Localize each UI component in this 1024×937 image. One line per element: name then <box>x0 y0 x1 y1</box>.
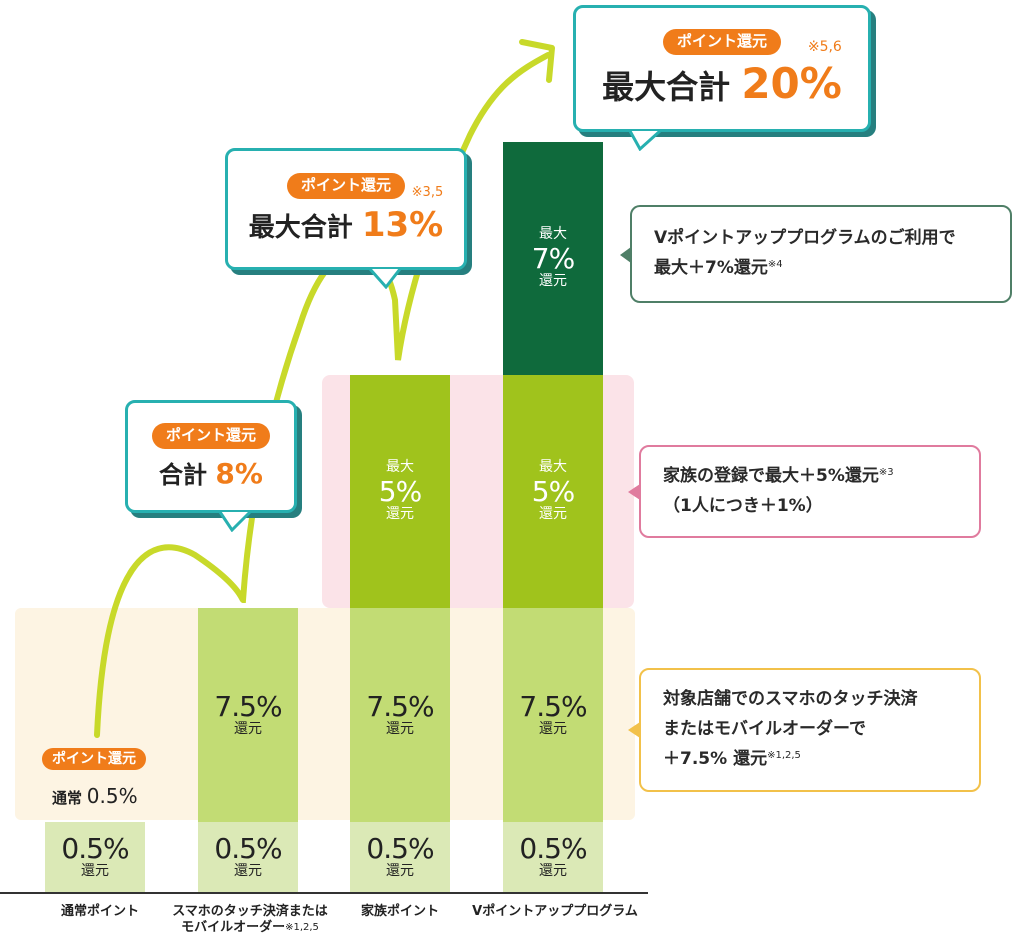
bubble-total-13: ポイント還元 最大合計 13% ※3,5 <box>225 148 467 270</box>
callout-vpoint-line2-wrap: 最大＋7%還元※4 <box>654 254 988 284</box>
bar-segment-unit: 還元 <box>539 273 567 290</box>
bubble-3-prefix: 最大合計 <box>602 67 731 106</box>
callout-family: 家族の登録で最大＋5%還元※3 （1人につき＋1%） <box>639 445 981 538</box>
callout-touch-pointer <box>628 722 640 738</box>
callout-family-pointer <box>628 484 640 500</box>
category-label-touch-line2-wrap: モバイルオーダー※1,2,5 <box>160 920 340 936</box>
callout-vpoint: Vポイントアッププログラムのご利用で 最大＋7%還元※4 <box>630 205 1012 303</box>
bubble-1-pill: ポイント還元 <box>151 423 270 449</box>
bubble-2-prefix: 最大合計 <box>248 212 353 243</box>
bar-segment-unit: 還元 <box>386 506 414 523</box>
bar-segment-value: 5% <box>378 474 422 508</box>
bar-segment-prefix: 最大 <box>539 459 567 476</box>
normal-label-value: 0.5% <box>86 784 138 808</box>
category-label-touch: スマホのタッチ決済または モバイルオーダー※1,2,5 <box>160 904 340 937</box>
category-label-normal: 通常ポイント <box>60 904 139 919</box>
bar-segment-value: 7% <box>531 241 575 275</box>
bubble-2-tail <box>368 268 402 289</box>
bar-segment-unit: 還元 <box>386 862 414 879</box>
bar-segment-prefix: 最大 <box>539 226 567 243</box>
callout-vpoint-line2: 最大＋7%還元 <box>654 258 768 278</box>
bar-segment-unit: 還元 <box>539 862 567 879</box>
bar-segment-value: 0.5% <box>366 831 434 865</box>
bubble-2-total: 最大合計 13% ※3,5 <box>248 185 444 245</box>
bar-segment: 7.5% 還元 <box>198 608 298 822</box>
bubble-3-value: 20% <box>741 58 842 108</box>
bar-segment-value: 7.5% <box>366 689 434 723</box>
bar-segment-value: 0.5% <box>214 831 282 865</box>
category-label-vpoint: Vポイントアッププログラム <box>472 904 638 919</box>
bubble-total-20: ポイント還元 最大合計 20% ※5,6 <box>573 5 871 132</box>
callout-touch-line3-wrap: ＋7.5% 還元※1,2,5 <box>663 745 957 775</box>
bubble-3-note: ※5,6 <box>807 38 842 55</box>
callout-touch: 対象店舗でのスマホのタッチ決済 またはモバイルオーダーで ＋7.5% 還元※1,… <box>639 668 981 792</box>
callout-family-line1-wrap: 家族の登録で最大＋5%還元※3 <box>663 462 957 492</box>
bubble-3-total: 最大合計 20% ※5,6 <box>602 39 842 108</box>
bar-segment-prefix: 最大 <box>386 459 414 476</box>
callout-touch-line3: ＋7.5% 還元 <box>663 748 768 769</box>
bubble-1-tail <box>218 510 252 532</box>
bubble-2-note: ※3,5 <box>411 184 444 200</box>
bar-segment-unit: 還元 <box>81 862 109 879</box>
bar-segment: 7.5% 還元 <box>350 608 450 822</box>
bar-segment: 最大 7% 還元 <box>503 142 603 375</box>
bar-segment-value: 0.5% <box>519 831 587 865</box>
bar-segment-value: 7.5% <box>214 689 282 723</box>
bar-segment-value: 7.5% <box>519 689 587 723</box>
bar-segment: 最大 5% 還元 <box>350 375 450 608</box>
callout-family-line2: （1人につき＋1%） <box>663 495 823 516</box>
category-label-family: 家族ポイント <box>360 904 439 919</box>
bar-segment: 7.5% 還元 <box>503 608 603 822</box>
callout-touch-line2: またはモバイルオーダーで <box>663 719 866 740</box>
normal-label: 通常 0.5% <box>52 784 138 808</box>
bar-segment-unit: 還元 <box>234 720 262 737</box>
callout-touch-line1: 対象店舗でのスマホのタッチ決済 <box>663 689 918 710</box>
bubble-1-total: 合計 8% <box>159 455 263 490</box>
bar-segment-value: 0.5% <box>61 831 129 865</box>
bubble-2-value: 13% <box>361 204 444 245</box>
bar-segment: 0.5% 還元 <box>350 822 450 892</box>
growth-arrow-head <box>519 39 555 83</box>
normal-pill: ポイント還元 <box>42 748 146 771</box>
callout-vpoint-note: ※4 <box>767 259 783 270</box>
bar-segment-unit: 還元 <box>386 720 414 737</box>
bar-segment: 0.5% 還元 <box>45 822 145 892</box>
bar-segment: 0.5% 還元 <box>198 822 298 892</box>
bar-segment-unit: 還元 <box>234 862 262 879</box>
callout-touch-note: ※1,2,5 <box>767 749 801 761</box>
callout-vpoint-pointer <box>620 247 631 263</box>
bubble-1-prefix: 合計 <box>159 460 208 489</box>
category-label-touch-line1: スマホのタッチ決済または <box>172 904 328 919</box>
bubble-1-value: 8% <box>215 456 263 490</box>
bubble-2-pill: ポイント還元 <box>286 173 405 199</box>
x-axis-line <box>0 892 648 894</box>
bar-segment-unit: 還元 <box>539 506 567 523</box>
bar-segment: 0.5% 還元 <box>503 822 603 892</box>
callout-family-note: ※3 <box>878 466 894 478</box>
bubble-3-pill: ポイント還元 <box>662 29 781 55</box>
bubble-3-tail <box>628 129 662 151</box>
category-label-touch-note: ※1,2,5 <box>285 922 319 934</box>
bar-segment-value: 5% <box>531 474 575 508</box>
category-label-touch-line2: モバイルオーダー <box>181 920 286 936</box>
bar-segment-unit: 還元 <box>539 720 567 737</box>
normal-label-text: 通常 <box>52 789 83 807</box>
callout-vpoint-line1: Vポイントアッププログラムのご利用で <box>654 228 956 249</box>
bubble-total-8: ポイント還元 合計 8% <box>125 400 297 513</box>
bar-segment: 最大 5% 還元 <box>503 375 603 608</box>
callout-family-line1: 家族の登録で最大＋5%還元 <box>663 465 879 486</box>
